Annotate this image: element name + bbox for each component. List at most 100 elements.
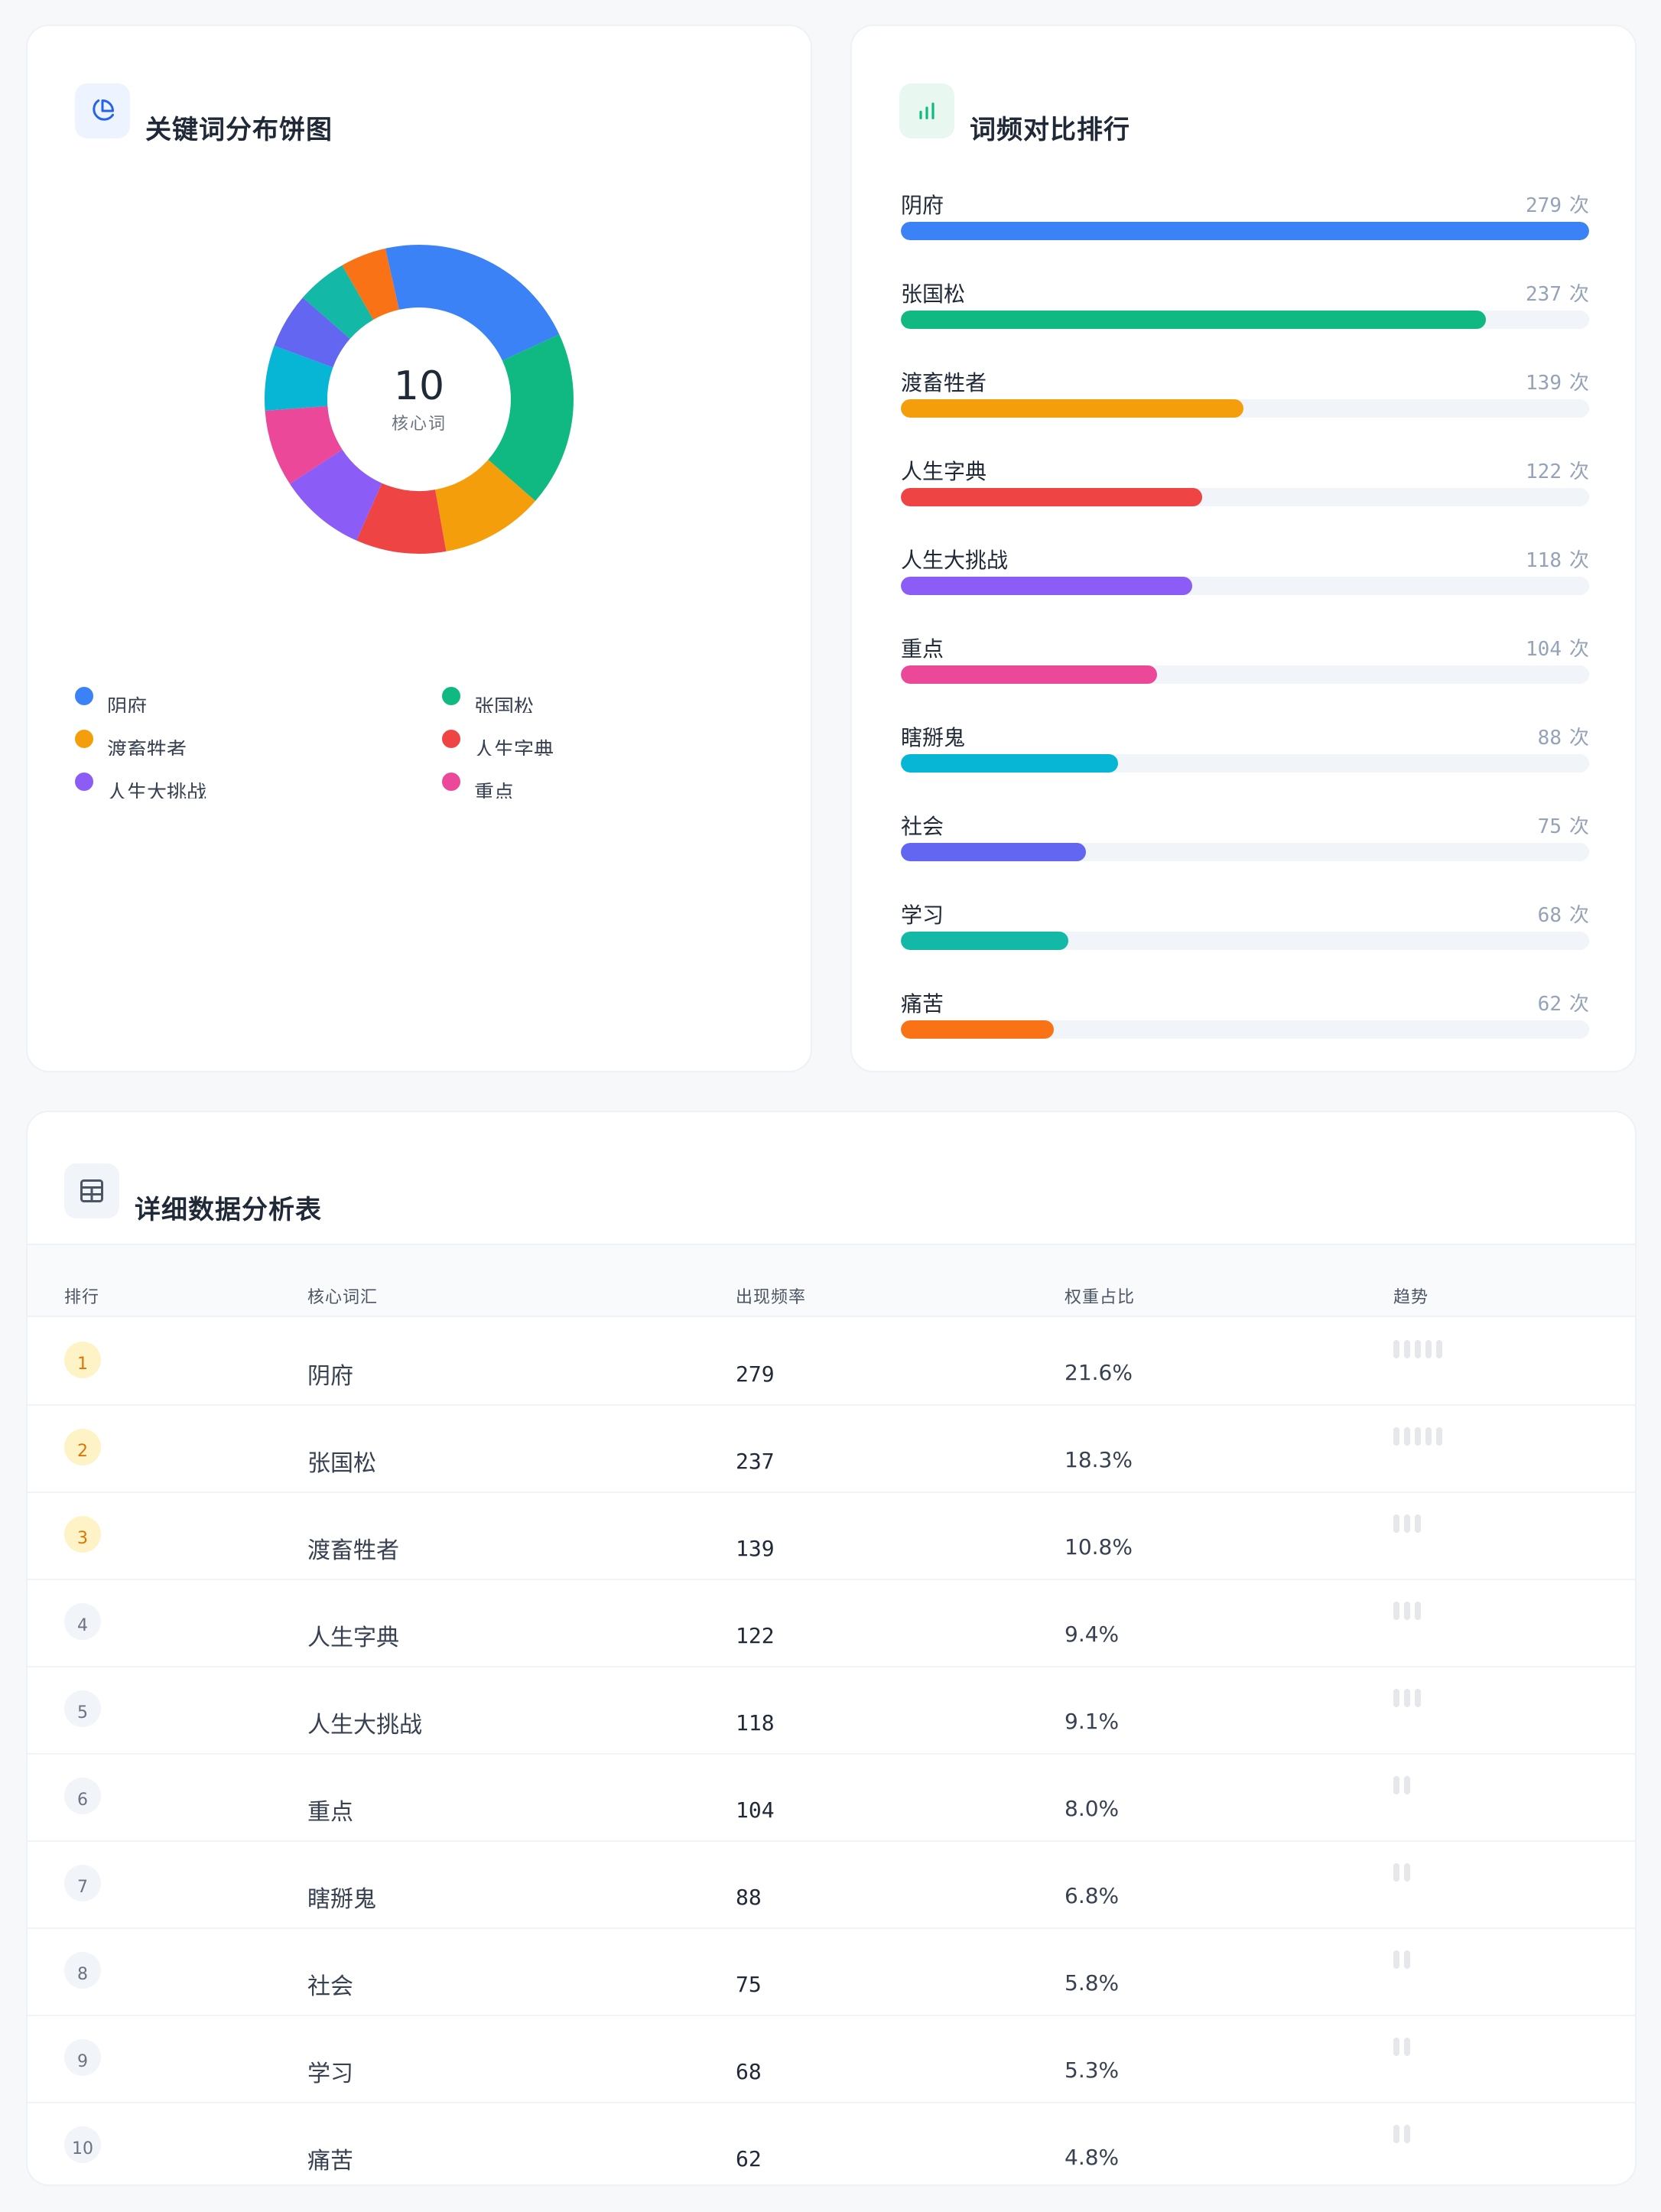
donut-slice[interactable]	[290, 449, 382, 541]
legend-item[interactable]: 重点	[442, 768, 514, 799]
trend-bar	[1393, 1863, 1399, 1882]
weight-cell: 21.6%	[1065, 1360, 1133, 1385]
weight-cell: 6.8%	[1065, 1883, 1120, 1908]
bar-unit: 次	[1568, 283, 1589, 306]
bar-unit: 次	[1568, 904, 1589, 927]
bar-row: 重点 104 次	[901, 636, 1589, 690]
bar-row: 张国松 237 次	[901, 281, 1589, 335]
legend-item[interactable]: 人生大挑战	[75, 768, 206, 799]
bar-unit: 次	[1568, 194, 1589, 217]
bar-unit: 次	[1568, 727, 1589, 750]
trend-bar	[1404, 1427, 1410, 1446]
legend-label: 张国松	[474, 696, 535, 713]
bar-fill	[901, 399, 1244, 418]
legend-label: 人生大挑战	[107, 782, 207, 799]
bar-track	[901, 665, 1589, 684]
table-row[interactable]: 1 阴府 279 21.6%	[28, 1319, 1635, 1406]
weight-cell: 18.3%	[1065, 1447, 1133, 1472]
analysis-table-card: 详细数据分析表 排行 核心词汇 出现频率 权重占比 趋势 1 阴府 279 21.6%…	[26, 1111, 1637, 2186]
bar-track	[901, 754, 1589, 773]
frequency-cell: 104	[736, 1797, 775, 1823]
keyword-cell: 张国松	[307, 1450, 376, 1477]
donut-slice[interactable]	[302, 265, 374, 339]
trend-bar	[1415, 1340, 1421, 1358]
bar-row: 学习 68 次	[901, 903, 1589, 956]
trend-bar	[1393, 1689, 1399, 1707]
trend-bar	[1393, 1427, 1399, 1446]
bar-row: 人生大挑战 118 次	[901, 548, 1589, 601]
legend-dot	[442, 687, 460, 705]
bar-unit: 次	[1568, 815, 1589, 838]
bar-track	[901, 488, 1589, 506]
frequency-cell: 139	[736, 1536, 775, 1561]
table-row[interactable]: 7 瞎掰鬼 88 6.8%	[28, 1842, 1635, 1929]
bar-unit: 次	[1568, 460, 1589, 483]
pie-card-title: 关键词分布饼图	[145, 115, 333, 145]
bar-label: 张国松	[901, 281, 966, 307]
frequency-cell: 237	[736, 1449, 775, 1474]
donut-slice[interactable]	[265, 405, 343, 484]
bar-value: 104	[1526, 638, 1562, 661]
trend-bar	[1404, 1514, 1410, 1533]
bar-unit: 次	[1568, 372, 1589, 395]
weight-cell: 5.3%	[1065, 2057, 1120, 2083]
trend-indicator	[1393, 1602, 1421, 1620]
table-row[interactable]: 3 渡畜牲者 139 10.8%	[28, 1493, 1635, 1580]
table-row[interactable]: 8 社会 75 5.8%	[28, 1929, 1635, 2016]
donut-center-label: 核心词	[391, 415, 447, 434]
donut-slice[interactable]	[435, 460, 536, 551]
bar-value: 75	[1537, 815, 1562, 838]
bar-fill	[901, 488, 1202, 506]
keyword-cell: 痛苦	[307, 2148, 353, 2175]
bar-value-label: 279 次	[1526, 193, 1589, 219]
bar-row: 阴府 279 次	[901, 193, 1589, 246]
trend-bar	[1404, 1340, 1410, 1358]
rank-badge: 6	[64, 1778, 101, 1814]
table-row[interactable]: 5 人生大挑战 118 9.1%	[28, 1667, 1635, 1755]
table-row[interactable]: 9 学习 68 5.3%	[28, 2016, 1635, 2103]
donut-slice[interactable]	[342, 248, 399, 320]
bar-value: 62	[1537, 993, 1562, 1016]
weight-cell: 8.0%	[1065, 1796, 1120, 1821]
donut-slice[interactable]	[274, 298, 350, 368]
bar-label: 人生字典	[901, 459, 987, 484]
header-keyword: 核心词汇	[307, 1288, 379, 1307]
trend-bar	[1404, 1950, 1410, 1969]
trend-bar	[1393, 1514, 1399, 1533]
frequency-cell: 62	[736, 2146, 762, 2171]
table-row[interactable]: 6 重点 104 8.0%	[28, 1755, 1635, 1842]
header-rank: 排行	[64, 1288, 100, 1307]
bar-fill	[901, 843, 1086, 861]
legend-item[interactable]: 张国松	[442, 682, 534, 713]
bar-value: 122	[1526, 460, 1562, 483]
donut-slice[interactable]	[265, 345, 333, 411]
donut-center: 10 核心词	[263, 243, 575, 555]
legend-dot	[75, 730, 93, 748]
table-row[interactable]: 2 张国松 237 18.3%	[28, 1406, 1635, 1493]
bar-value-label: 62 次	[1538, 991, 1589, 1017]
bar-label: 渡畜牲者	[901, 370, 987, 395]
legend-dot	[442, 730, 460, 748]
table-row[interactable]: 10 痛苦 62 4.8%	[28, 2103, 1635, 2184]
legend-label: 渡畜牲者	[107, 739, 187, 756]
legend-item[interactable]: 人生字典	[442, 725, 554, 756]
frequency-bar-card: 词频对比排行 阴府 279 次张国松 237 次渡畜牲者 139 次人生字典 122 次人生大挑…	[850, 24, 1637, 1072]
table-row[interactable]: 4 人生字典 122 9.4%	[28, 1580, 1635, 1667]
bar-chart-icon	[899, 83, 954, 138]
legend-item[interactable]: 渡畜牲者	[75, 725, 187, 756]
donut-slice[interactable]	[385, 245, 560, 361]
legend-item[interactable]: 阴府	[75, 682, 147, 713]
legend-label: 重点	[474, 782, 515, 799]
bar-row: 痛苦 62 次	[901, 991, 1589, 1045]
bar-card-header: 词频对比排行	[899, 75, 1130, 146]
donut-slice[interactable]	[356, 483, 447, 554]
keyword-cell: 社会	[307, 1973, 353, 2000]
bar-value-label: 104 次	[1526, 636, 1589, 662]
pie-chart-icon	[75, 83, 130, 138]
keyword-pie-card: 关键词分布饼图 10 核心词 阴府 张国松渡畜牲者 人生字典人生大挑战 重点	[26, 24, 812, 1072]
rank-badge: 9	[64, 2039, 101, 2076]
legend-dot	[442, 773, 460, 791]
bar-track	[901, 932, 1589, 950]
table-header: 排行 核心词汇 出现频率 权重占比 趋势	[28, 1244, 1635, 1317]
donut-slice[interactable]	[488, 334, 574, 501]
